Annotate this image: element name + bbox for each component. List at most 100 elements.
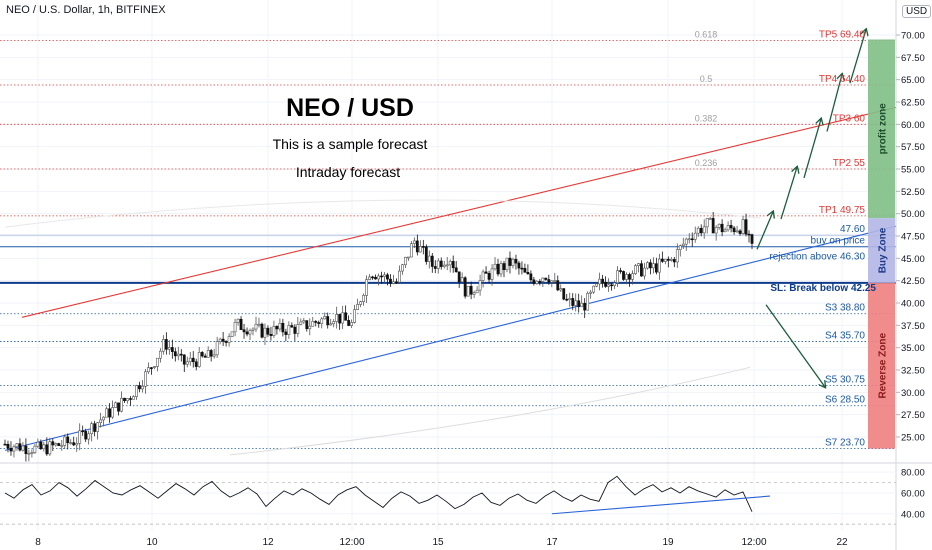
candle-body [362, 295, 365, 303]
candle-body [332, 321, 336, 325]
candle-body [556, 280, 560, 291]
candle-body [499, 263, 503, 275]
candle-body [523, 268, 527, 273]
candle-body [317, 322, 321, 324]
candle-body [672, 259, 676, 263]
fib-label: 0.236 [695, 158, 718, 168]
symbol-header: NEO / U.S. Dollar, 1h, BITFINEX [6, 4, 166, 16]
candle-body [622, 271, 625, 280]
candle-body [649, 262, 652, 269]
candle-body [574, 300, 578, 306]
level-labels: TP5 69.40 TP4 64.40 TP3 60 TP2 55 TP1 49.75 4… [695, 29, 877, 448]
candle-body [604, 281, 607, 287]
candle-body [577, 300, 581, 308]
candle-body [155, 357, 159, 367]
candle-body [356, 304, 359, 310]
candle-body [520, 267, 524, 270]
candle-body [200, 352, 204, 357]
candle-body [3, 443, 7, 446]
candle-body [505, 257, 509, 271]
candle-body [284, 331, 288, 335]
candle-body [63, 436, 67, 446]
candle-body [389, 278, 392, 284]
candle-body [78, 430, 82, 444]
x-tick-label: 15 [432, 537, 444, 548]
time-axis[interactable]: 8 10 12 12:00 15 17 19 12:00 22 [35, 537, 848, 548]
candle-body [194, 361, 198, 367]
candle-body [654, 263, 658, 273]
candle-body [427, 255, 431, 262]
candle-body [293, 326, 297, 334]
candle-body [350, 322, 354, 326]
forecast-down-arrow [765, 304, 825, 387]
candle-body [117, 402, 120, 412]
candle-body [179, 353, 183, 356]
candle-body [550, 280, 554, 283]
candle-body [290, 325, 294, 328]
candle-body [296, 324, 300, 334]
forecast-up-arrow [780, 167, 797, 220]
candle-body [341, 312, 345, 324]
zone-label: Buy Zone [878, 227, 889, 273]
candle-body [48, 441, 52, 455]
y-tick-label: 65.00 [901, 75, 925, 86]
candle-body [553, 280, 557, 282]
candle-body [496, 263, 500, 275]
candle-body [15, 443, 19, 448]
candle-body [191, 357, 195, 363]
candle-body [409, 243, 413, 258]
candle-body [610, 284, 613, 287]
candle-body [24, 445, 28, 455]
candle-body [245, 331, 249, 335]
candle-body [266, 327, 270, 335]
candle-body [60, 445, 64, 447]
candle-body [173, 351, 177, 357]
candle-body [287, 325, 291, 335]
candle-body [278, 322, 282, 330]
candle-body [619, 270, 622, 272]
level-label: buy on price [811, 236, 866, 247]
candle-body [678, 245, 682, 250]
x-tick-label: 10 [146, 537, 158, 548]
zone-bar [868, 282, 895, 449]
osc-y-label: 40.00 [901, 509, 925, 520]
candle-body [132, 396, 135, 400]
level-label: S3 38.80 [825, 303, 865, 314]
price-axis[interactable]: 25.00 27.50 30.00 32.50 35.00 37.50 40.00 42.50… [895, 0, 925, 550]
candle-body [634, 265, 637, 274]
candle-body [6, 443, 10, 449]
candle-body [657, 258, 661, 273]
level-label: TP3 60 [833, 113, 866, 124]
y-tick-label: 37.50 [901, 321, 925, 332]
candle-body [571, 298, 575, 306]
x-tick-label: 22 [836, 537, 848, 548]
candle-body [126, 398, 129, 402]
x-tick-label: 8 [35, 537, 41, 548]
y-tick-label: 32.50 [901, 366, 925, 377]
candle-body [532, 279, 536, 284]
y-tick-label: 42.50 [901, 276, 925, 287]
candle-body [308, 325, 312, 330]
level-label: TP2 55 [833, 158, 866, 169]
candle-body [663, 258, 667, 262]
candle-body [197, 352, 201, 367]
candle-body [158, 350, 162, 359]
candle-body [374, 276, 377, 280]
candle-body [281, 322, 285, 333]
x-tick-label: 19 [662, 537, 674, 548]
candle-body [206, 350, 210, 358]
candle-body [114, 402, 117, 408]
candle-body [466, 285, 470, 297]
candle-body [365, 279, 368, 296]
candle-body [84, 431, 88, 440]
candle-body [490, 268, 494, 280]
candle-body [586, 293, 590, 311]
currency-scale-button[interactable]: USD [902, 5, 932, 18]
candle-body [669, 259, 673, 261]
candle-body [750, 234, 754, 244]
candle-body [164, 339, 168, 350]
candle-body [99, 419, 103, 424]
candle-body [302, 320, 306, 323]
zone-bar [868, 218, 895, 283]
candle-body [514, 258, 518, 264]
